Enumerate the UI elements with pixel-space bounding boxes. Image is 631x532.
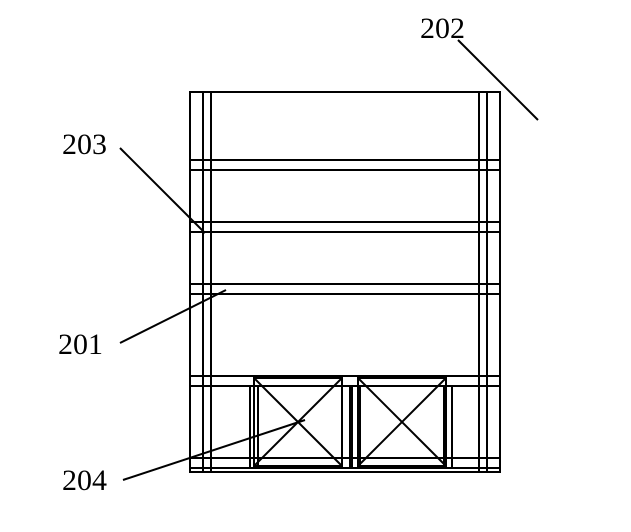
label-204: 204: [62, 464, 107, 498]
label-203: 203: [62, 128, 107, 162]
patent-diagram: 202 203 201 204: [0, 0, 631, 527]
label-202: 202: [420, 12, 465, 46]
label-201: 201: [58, 328, 103, 362]
diagram-svg: [0, 0, 631, 527]
